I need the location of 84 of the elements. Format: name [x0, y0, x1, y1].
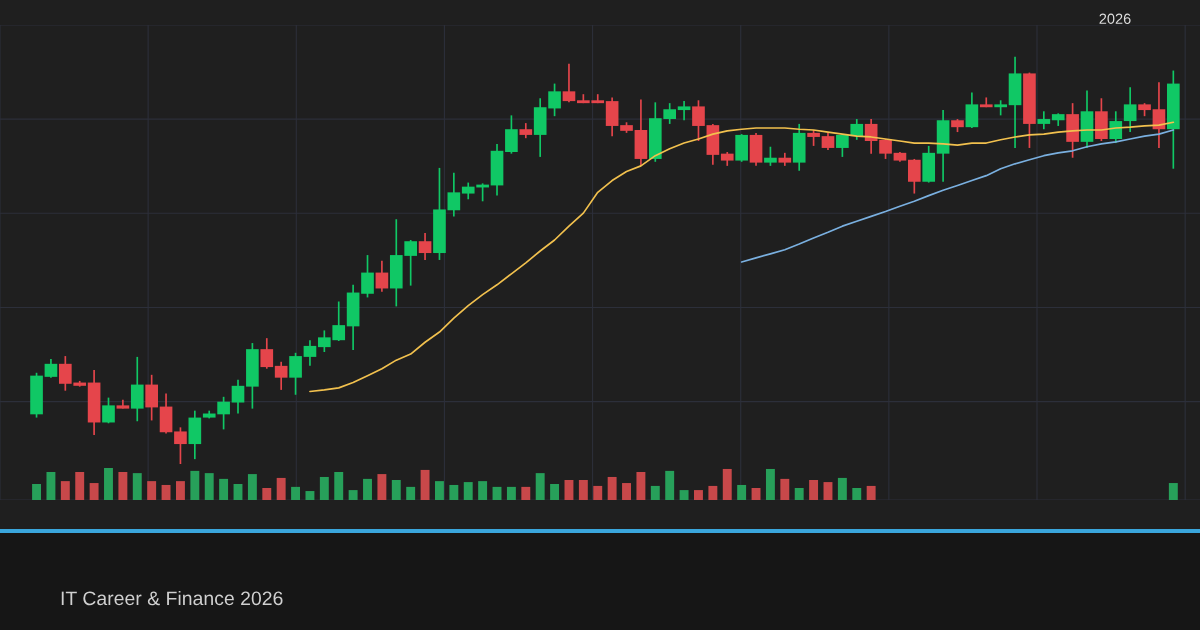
text: 2026 — [1099, 13, 1131, 24]
bar — [363, 478, 372, 500]
candlestick — [505, 114, 518, 155]
bar — [305, 491, 315, 500]
bar — [809, 480, 819, 500]
bar — [650, 485, 660, 500]
bar — [32, 484, 41, 500]
bar — [535, 473, 545, 500]
candlestick — [102, 396, 115, 425]
bar — [478, 481, 488, 500]
bar — [406, 486, 416, 500]
candlestick — [692, 99, 705, 142]
candlestick — [145, 373, 158, 422]
bar — [506, 486, 516, 500]
bar — [866, 485, 876, 500]
bar — [449, 484, 459, 500]
bar — [204, 473, 214, 500]
bar — [104, 468, 113, 500]
bar — [751, 488, 761, 500]
bar — [521, 486, 531, 500]
bar — [665, 470, 675, 500]
bar — [291, 486, 301, 500]
bar — [161, 484, 171, 500]
bar — [694, 490, 703, 500]
candlestick — [764, 145, 777, 167]
candlestick — [965, 91, 979, 129]
candlestick — [677, 100, 691, 122]
text: IT Career & Finance 2026 — [61, 590, 283, 606]
bar — [118, 472, 128, 500]
bar — [765, 468, 775, 500]
bar — [737, 484, 747, 500]
bar — [564, 480, 574, 500]
candlestick — [850, 118, 864, 141]
candlestick — [375, 259, 389, 293]
candlestick — [303, 339, 317, 367]
candlestick — [274, 360, 288, 391]
bar — [334, 472, 344, 500]
bar — [46, 472, 56, 500]
candlestick — [361, 254, 374, 299]
bar — [679, 490, 689, 500]
bar — [348, 490, 358, 500]
candlestick — [562, 62, 576, 104]
bar — [593, 485, 603, 500]
bar — [463, 482, 473, 500]
bar — [550, 484, 560, 500]
bar — [391, 480, 401, 500]
bar — [75, 472, 85, 500]
bar — [377, 474, 387, 500]
bar — [823, 482, 833, 500]
bar — [147, 481, 157, 500]
candlestick — [447, 171, 461, 218]
bar — [219, 478, 229, 500]
bar — [622, 483, 631, 500]
bar — [708, 485, 718, 500]
candlestick — [217, 395, 230, 431]
bar — [420, 469, 430, 500]
bar — [607, 476, 617, 500]
bar — [837, 477, 847, 500]
candlestick — [418, 232, 432, 261]
bar — [60, 481, 70, 500]
bar — [175, 481, 185, 500]
bar — [276, 477, 286, 500]
bar — [852, 488, 862, 500]
candlestick — [44, 358, 58, 379]
bar — [794, 488, 804, 500]
bar — [578, 480, 588, 500]
candlestick — [260, 337, 274, 370]
bar — [1168, 483, 1178, 500]
bar — [89, 483, 99, 500]
bar — [190, 470, 200, 500]
bar — [636, 472, 646, 500]
candlestick — [289, 351, 302, 396]
bar — [319, 476, 329, 500]
bar — [262, 488, 272, 500]
bar — [132, 473, 142, 500]
bar — [434, 481, 444, 500]
bar — [780, 478, 790, 500]
candlestick — [1123, 86, 1137, 133]
candlestick — [174, 426, 187, 465]
bar — [233, 484, 243, 500]
bar — [722, 468, 732, 500]
candlestick — [907, 158, 921, 195]
candlestick — [231, 378, 245, 415]
bar — [247, 474, 257, 500]
